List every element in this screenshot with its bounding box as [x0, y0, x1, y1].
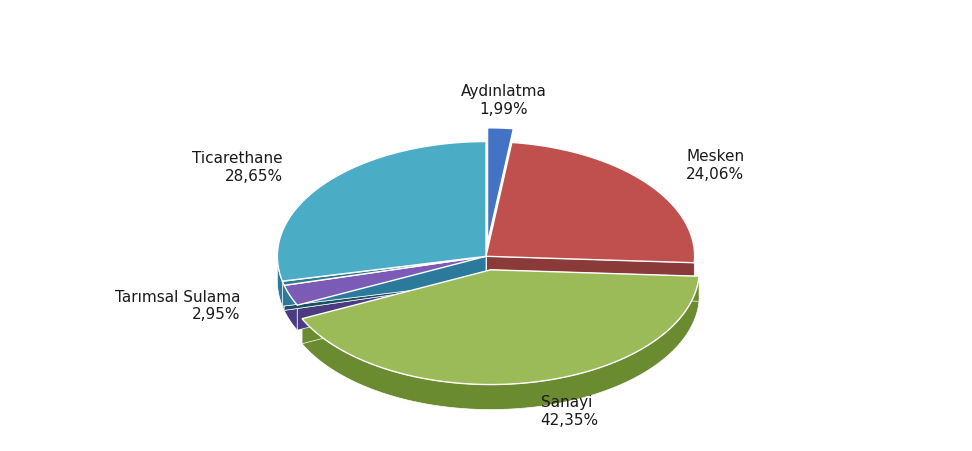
Polygon shape: [302, 270, 491, 344]
Text: Sanayi
42,35%: Sanayi 42,35%: [540, 395, 599, 427]
Polygon shape: [302, 270, 699, 385]
Polygon shape: [284, 286, 297, 331]
Text: Ticarethane
28,65%: Ticarethane 28,65%: [191, 151, 283, 184]
Polygon shape: [486, 257, 694, 288]
Polygon shape: [488, 129, 513, 243]
Polygon shape: [284, 257, 486, 311]
Polygon shape: [277, 258, 282, 307]
Polygon shape: [284, 257, 486, 305]
Text: Mesken
24,06%: Mesken 24,06%: [686, 149, 745, 181]
Polygon shape: [491, 270, 699, 302]
Polygon shape: [284, 257, 486, 311]
Polygon shape: [282, 257, 486, 286]
Polygon shape: [282, 257, 486, 307]
Polygon shape: [282, 257, 486, 307]
Polygon shape: [486, 143, 695, 263]
Polygon shape: [302, 276, 699, 410]
Text: Aydınlatma
1,99%: Aydınlatma 1,99%: [461, 84, 546, 116]
Text: Tarımsal Sulama
2,95%: Tarımsal Sulama 2,95%: [116, 290, 241, 322]
Polygon shape: [277, 142, 486, 281]
Polygon shape: [282, 281, 284, 311]
Polygon shape: [297, 257, 486, 331]
